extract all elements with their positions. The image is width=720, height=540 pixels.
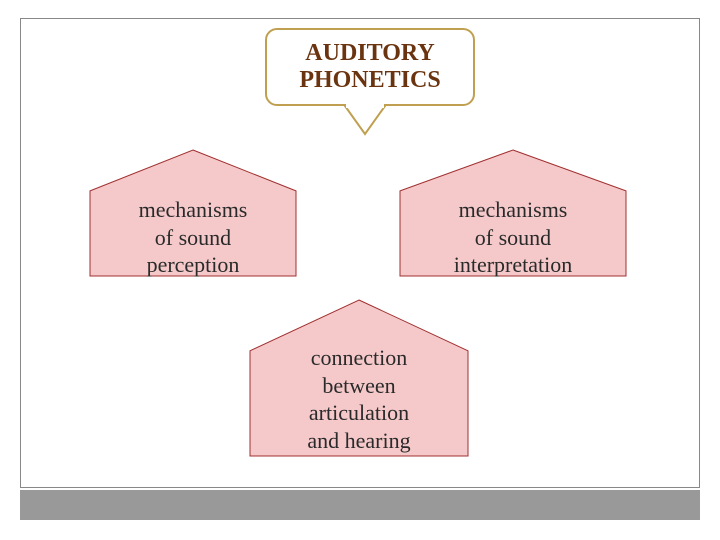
pentagon-line: between	[248, 372, 470, 400]
pentagon-line: connection	[248, 344, 470, 372]
pentagon-line: interpretation	[398, 251, 628, 279]
title-line2: PHONETICS	[299, 67, 440, 94]
pentagon-line: mechanisms	[88, 196, 298, 224]
pentagon-connection: connectionbetweenarticulationand hearing	[248, 298, 470, 458]
title-callout: AUDITORYPHONETICS	[265, 28, 475, 106]
pentagon-line: of sound	[398, 224, 628, 252]
pentagon-line: articulation	[248, 399, 470, 427]
bottom-bar	[20, 490, 700, 520]
pentagon-line: and hearing	[248, 427, 470, 455]
pentagon-line: mechanisms	[398, 196, 628, 224]
pentagon-perception: mechanismsof soundperception	[88, 148, 298, 278]
pentagon-line: of sound	[88, 224, 298, 252]
pentagon-interpretation: mechanismsof soundinterpretation	[398, 148, 628, 278]
title-line1: AUDITORY	[299, 40, 440, 67]
pentagon-text-connection: connectionbetweenarticulationand hearing	[248, 344, 470, 454]
title-text: AUDITORYPHONETICS	[299, 40, 440, 94]
pentagon-text-perception: mechanismsof soundperception	[88, 196, 298, 279]
title-callout-tail	[343, 104, 387, 136]
pentagon-text-interpretation: mechanismsof soundinterpretation	[398, 196, 628, 279]
pentagon-line: perception	[88, 251, 298, 279]
